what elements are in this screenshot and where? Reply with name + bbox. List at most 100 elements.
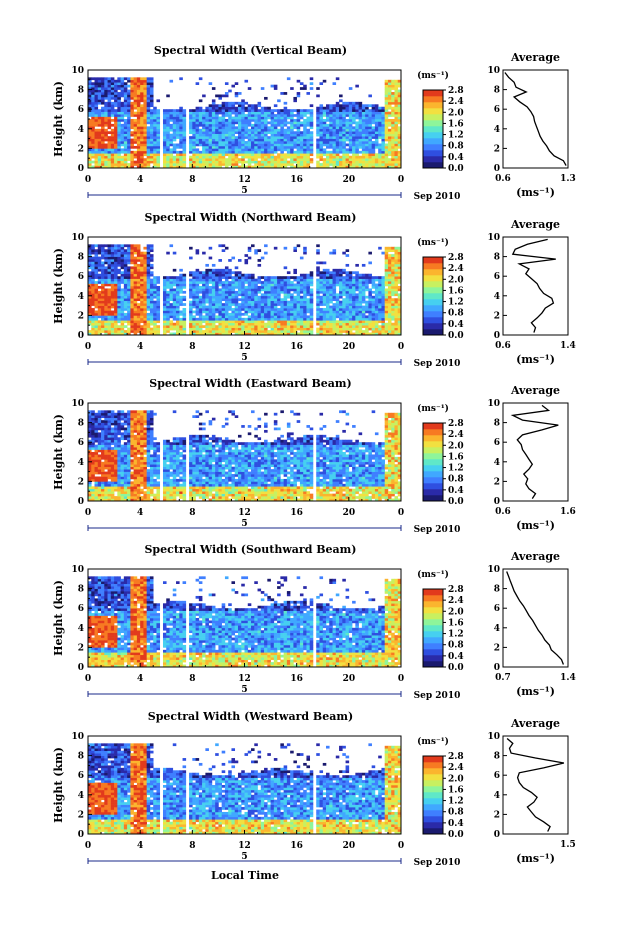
heatmap-cell [228, 143, 232, 147]
heatmap-cell [358, 160, 363, 164]
heatmap-cell [107, 278, 112, 282]
heatmap-cell [202, 136, 206, 139]
heatmap-cell [195, 158, 200, 161]
heatmap-cell [345, 320, 350, 324]
heatmap-cell [176, 145, 180, 149]
heatmap-cell [391, 92, 395, 95]
heatmap-cell [107, 330, 112, 333]
heatmap-cell [251, 322, 255, 326]
heatmap-cell [117, 77, 121, 81]
heatmap-cell [114, 290, 118, 294]
heatmap-cell [202, 141, 206, 144]
heatmap-cell [247, 123, 252, 127]
heatmap-cell [146, 308, 151, 311]
heatmap-cell [218, 158, 222, 161]
heatmap-cell [149, 278, 154, 282]
heatmap-cell [309, 77, 314, 81]
heatmap-cell [394, 128, 399, 132]
heatmap-cell [130, 310, 134, 314]
heatmap-cell [391, 141, 395, 144]
heatmap-cell [149, 92, 154, 95]
heatmap-cell [117, 101, 121, 105]
heatmap-cell [260, 325, 265, 328]
heatmap-cell [339, 111, 343, 115]
heatmap-cell [296, 160, 301, 164]
heatmap-cell [280, 92, 284, 95]
heatmap-cell [221, 131, 226, 134]
heatmap-cell [123, 268, 128, 272]
heatmap-cell [394, 109, 399, 112]
heatmap-cell [136, 87, 141, 90]
heatmap-cell [257, 143, 262, 147]
heatmap-cell [260, 300, 265, 304]
heatmap-cell [280, 276, 284, 279]
heatmap-cell [299, 155, 304, 159]
heatmap-cell [273, 298, 278, 301]
heatmap-cell [104, 160, 108, 164]
heatmap-cell [88, 133, 92, 137]
heatmap-cell [247, 111, 252, 115]
heatmap-cell [397, 150, 402, 154]
heatmap-cell [117, 286, 121, 289]
heatmap-cell [358, 298, 363, 301]
heatmap-cell [149, 87, 154, 90]
heatmap-cell [208, 256, 213, 260]
heatmap-cell [365, 111, 369, 115]
heatmap-cell [286, 288, 291, 292]
heatmap-cell [127, 138, 131, 142]
heatmap-cell [143, 254, 147, 257]
heatmap-cell [309, 305, 314, 309]
heatmap-cell [273, 141, 278, 144]
heatmap-cell [110, 114, 115, 117]
heatmap-cell [244, 128, 249, 132]
heatmap-cell [202, 131, 206, 134]
heatmap-cell [358, 158, 363, 161]
heatmap-cell [140, 153, 144, 157]
heatmap-cell [260, 276, 265, 279]
heatmap-cell [326, 160, 330, 164]
heatmap-cell [140, 278, 144, 282]
heatmap-cell [231, 256, 236, 260]
heatmap-cell [358, 165, 363, 169]
heatmap-cell [211, 145, 216, 149]
heatmap-cell [228, 111, 232, 115]
heatmap-cell [358, 305, 363, 309]
heatmap-cell [352, 163, 356, 166]
heatmap-cell [91, 82, 95, 85]
heatmap-cell [195, 131, 200, 134]
heatmap-cell [179, 160, 183, 164]
heatmap-cell [231, 303, 236, 306]
heatmap-cell [202, 281, 206, 284]
heatmap-cell [120, 320, 125, 324]
heatmap-cell [267, 121, 271, 125]
heatmap-cell [211, 327, 216, 331]
heatmap-cell [394, 111, 399, 115]
heatmap-cell [130, 121, 134, 125]
heatmap-cell [345, 101, 350, 105]
heatmap-cell [264, 141, 268, 144]
heatmap-cell [110, 312, 115, 316]
heatmap-cell [110, 145, 115, 149]
heatmap-cell [97, 165, 102, 169]
heatmap-cell [391, 101, 395, 105]
heatmap-cell [234, 109, 239, 112]
heatmap-cell [133, 128, 138, 132]
heatmap-cell [107, 288, 112, 292]
heatmap-cell [91, 330, 95, 333]
heatmap-cell [322, 153, 327, 157]
heatmap-cell [283, 322, 288, 326]
heatmap-cell [101, 87, 105, 90]
heatmap-cell [303, 136, 307, 139]
heatmap-cell [348, 158, 353, 161]
heatmap-cell [322, 126, 327, 130]
heatmap-cell [130, 79, 134, 83]
heatmap-cell [221, 101, 226, 105]
heatmap-cell [176, 111, 180, 115]
heatmap-cell [153, 283, 157, 287]
heatmap-cell [120, 293, 125, 297]
heatmap-cell [277, 300, 281, 304]
heatmap-cell [260, 160, 265, 164]
heatmap-cell [260, 163, 265, 166]
heatmap-cell [133, 305, 138, 309]
heatmap-cell [94, 268, 99, 272]
